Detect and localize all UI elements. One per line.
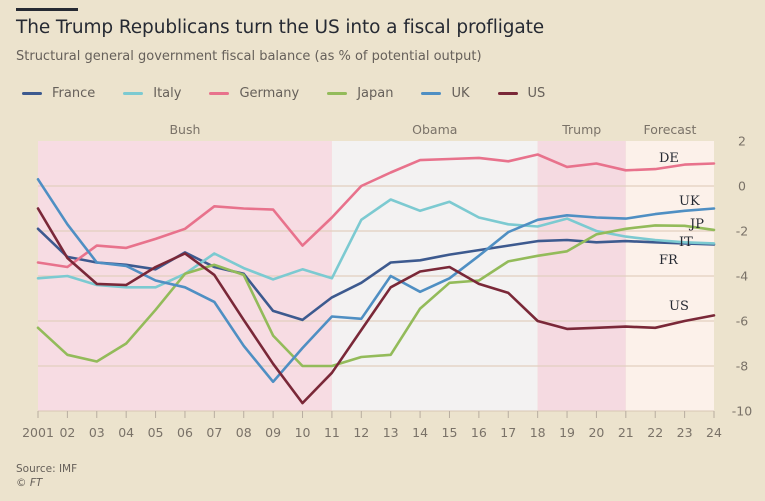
legend-label-uk: UK: [451, 86, 470, 101]
legend-item-uk: UK: [421, 86, 470, 101]
x-tick-label: 14: [412, 425, 428, 440]
x-tick-label: 07: [206, 425, 222, 440]
series-annotation-uk: UK: [679, 194, 700, 209]
series-line-us: [36, 207, 716, 405]
x-tick-label: 19: [559, 425, 575, 440]
period-label-obama: Obama: [412, 122, 457, 137]
series-line-uk: [36, 178, 716, 384]
x-tick-label: 05: [148, 425, 164, 440]
series-line-germany: [36, 153, 716, 269]
y-tick-label: 0: [738, 179, 746, 194]
series-annotation-us: US: [669, 299, 689, 314]
x-tick-label: 20: [588, 425, 604, 440]
legend-swatch-italy: [123, 92, 144, 95]
x-tick-label: 2001: [22, 425, 54, 440]
legend-item-germany: Germany: [209, 86, 299, 101]
x-axis: 2001 02 03 04 05 06 07 08 09 10 11 12 13 14 15 16 17 18 19…: [22, 411, 722, 440]
x-tick-label: 24: [706, 425, 722, 440]
x-tick-label: 22: [647, 425, 663, 440]
x-tick-label: 06: [177, 425, 193, 440]
x-tick-label: 13: [383, 425, 399, 440]
series-lines: [36, 153, 716, 405]
chart-title: The Trump Republicans turn the US into a…: [16, 17, 545, 38]
period-label-trump: Trump: [561, 122, 601, 137]
legend-label-japan: Japan: [357, 86, 394, 101]
x-tick-label: 18: [530, 425, 546, 440]
period-label-bush: Bush: [169, 122, 200, 137]
x-tick-label: 09: [265, 425, 281, 440]
legend-swatch-japan: [327, 92, 348, 95]
legend-item-italy: Italy: [123, 86, 181, 101]
x-tick-label: 16: [471, 425, 487, 440]
x-tick-label: 11: [324, 425, 340, 440]
series-annotation-fr: FR: [659, 253, 679, 268]
legend-item-us: US: [497, 86, 546, 101]
legend-swatch-us: [497, 92, 518, 95]
x-tick-label: 23: [677, 425, 693, 440]
series-line-japan: [36, 224, 716, 368]
x-tick-label: 12: [353, 425, 369, 440]
legend-item-japan: Japan: [327, 86, 393, 101]
y-tick-label: -6: [736, 314, 749, 329]
x-tick-label: 10: [295, 425, 311, 440]
x-tick-label: 02: [59, 425, 75, 440]
series-annotation-it: IT: [679, 235, 693, 250]
x-tick-label: 17: [500, 425, 516, 440]
x-tick-label: 04: [118, 425, 134, 440]
y-tick-label: -8: [736, 359, 749, 374]
legend-label-germany: Germany: [239, 86, 300, 101]
legend: France Italy Germany Japan UK US: [22, 86, 573, 101]
legend-swatch-germany: [209, 92, 230, 95]
x-tick-label: 03: [89, 425, 105, 440]
source-note: Source: IMF: [16, 463, 78, 475]
title-accent-bar: [16, 8, 78, 11]
copyright-credit: © FT: [16, 477, 43, 489]
series-line-italy: [36, 198, 716, 289]
series-annotation-jp: JP: [688, 217, 704, 232]
period-label-forecast: Forecast: [643, 122, 696, 137]
legend-swatch-france: [22, 92, 42, 95]
x-tick-label: 15: [442, 425, 458, 440]
period-labels: Bush Obama Trump Forecast: [169, 122, 696, 137]
legend-label-france: France: [52, 86, 96, 101]
y-tick-label: -4: [736, 269, 749, 284]
y-tick-label: 2: [738, 134, 746, 149]
x-tick-label: 08: [236, 425, 252, 440]
chart-subtitle: Structural general government fiscal bal…: [16, 49, 482, 64]
legend-label-italy: Italy: [153, 86, 182, 101]
y-tick-label: -10: [732, 404, 752, 419]
y-tick-label: -2: [736, 224, 748, 239]
legend-swatch-uk: [421, 92, 442, 95]
footer: Source: IMF © FT: [16, 462, 77, 490]
series-annotation-de: DE: [659, 151, 679, 166]
x-tick-label: 21: [618, 425, 634, 440]
legend-item-france: France: [22, 86, 95, 101]
legend-label-us: US: [527, 86, 546, 101]
y-axis: 2 0 -2 -4 -6 -8 -10: [732, 134, 752, 419]
